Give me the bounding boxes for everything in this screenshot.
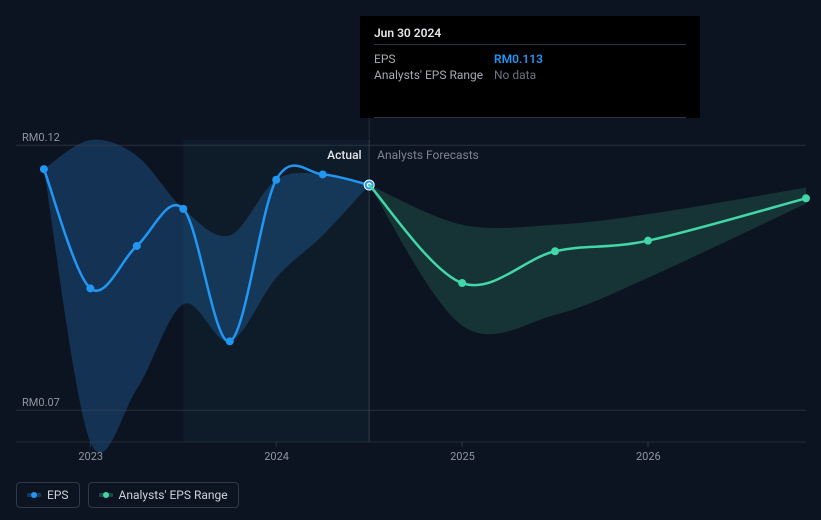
legend-item-eps[interactable]: EPS (16, 482, 80, 508)
legend-swatch-icon (27, 492, 41, 498)
x-tick-label: 2023 (78, 450, 103, 463)
y-tick-top: RM0.12 (22, 131, 60, 144)
legend-item-label: Analysts' EPS Range (119, 488, 228, 502)
y-tick-bottom: RM0.07 (22, 396, 60, 409)
tooltip-row-key: Analysts' EPS Range (374, 67, 494, 83)
forecast-region-label: Analysts Forecasts (377, 148, 479, 162)
tooltip-row-key: EPS (374, 51, 494, 67)
eps-forecast-chart: { "layout": { "width": 821, "height": 52… (0, 0, 821, 520)
legend: EPS Analysts' EPS Range (16, 482, 239, 508)
x-tick-label: 2026 (636, 450, 661, 463)
tooltip-row-value: RM0.113 (494, 51, 686, 67)
legend-item-analysts-range[interactable]: Analysts' EPS Range (88, 482, 239, 508)
x-tick-label: 2024 (264, 450, 289, 463)
legend-swatch-icon (99, 492, 113, 498)
actual-region-label: Actual (327, 148, 361, 162)
tooltip-title: Jun 30 2024 (374, 26, 686, 40)
x-tick-label: 2025 (450, 450, 475, 463)
legend-item-label: EPS (47, 488, 69, 502)
tooltip-row-value: No data (494, 67, 686, 83)
chart-tooltip: Jun 30 2024 EPS RM0.113 Analysts' EPS Ra… (360, 16, 700, 118)
